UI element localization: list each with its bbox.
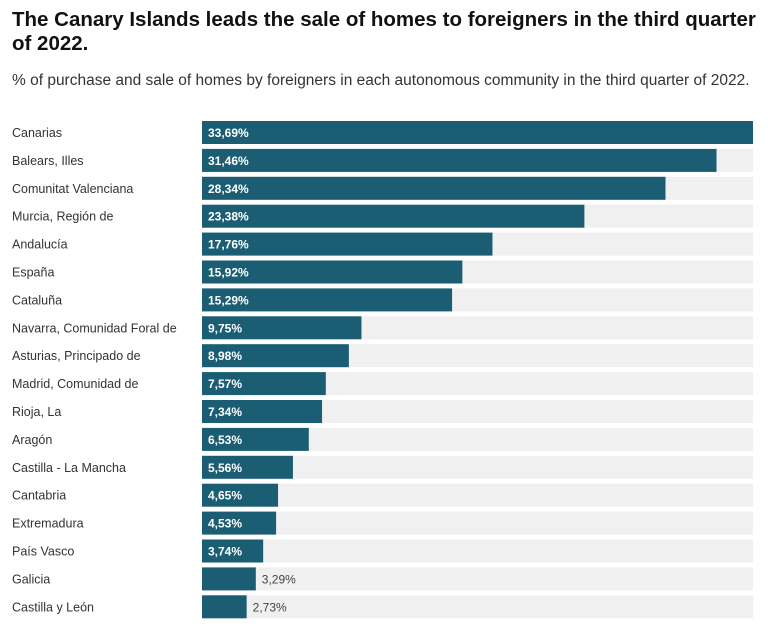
bar [202, 483, 279, 507]
bar-track [202, 595, 753, 619]
category-label: Comunitat Valenciana [12, 182, 133, 196]
chart-title: The Canary Islands leads the sale of hom… [12, 8, 756, 55]
value-label: 28,34% [208, 182, 249, 196]
bar [202, 204, 585, 228]
value-label: 7,57% [208, 377, 242, 391]
category-label: Galicia [12, 572, 50, 586]
value-label: 33,69% [208, 126, 249, 140]
value-label: 3,74% [208, 545, 242, 559]
value-label: 8,98% [208, 349, 242, 363]
value-label: 23,38% [208, 210, 249, 224]
chart-subtitle: % of purchase and sale of homes by forei… [12, 72, 750, 89]
value-label: 6,53% [208, 433, 242, 447]
category-label: Rioja, La [12, 405, 61, 419]
bar [202, 260, 463, 284]
bar-track [202, 483, 753, 507]
category-label: País Vasco [12, 545, 74, 559]
bar [202, 427, 309, 451]
category-label: Cataluña [12, 293, 62, 307]
value-label: 2,73% [253, 600, 287, 614]
bar [202, 511, 277, 535]
category-label: Navarra, Comunidad Foral de [12, 321, 177, 335]
value-label: 7,34% [208, 405, 242, 419]
bar [202, 567, 256, 591]
category-label: Cantabria [12, 489, 66, 503]
category-label: España [12, 266, 54, 280]
bar [202, 232, 493, 256]
category-label: Castilla - La Mancha [12, 461, 126, 475]
bar [202, 539, 264, 563]
bar-track [202, 539, 753, 563]
bar [202, 316, 362, 340]
bar [202, 121, 753, 144]
value-label: 4,53% [208, 517, 242, 531]
bar-track [202, 400, 753, 423]
bar-track [202, 511, 753, 535]
bar-chart: Canarias 33,69% Balears, Illes 31,46% Comuni… [12, 121, 753, 619]
value-label: 15,92% [208, 266, 249, 280]
value-label: 3,29% [262, 572, 296, 586]
bar [202, 400, 323, 423]
bar [202, 176, 666, 200]
bar-track [202, 427, 753, 451]
value-label: 5,56% [208, 461, 242, 475]
bar-track [202, 455, 753, 479]
bar [202, 148, 717, 172]
category-label: Canarias [12, 126, 62, 140]
category-label: Murcia, Región de [12, 210, 113, 224]
value-label: 17,76% [208, 238, 249, 252]
bar [202, 372, 326, 396]
category-label: Aragón [12, 433, 52, 447]
bar [202, 288, 453, 312]
category-label: Andalucía [12, 238, 68, 252]
category-label: Castilla y León [12, 600, 94, 614]
category-label: Madrid, Comunidad de [12, 377, 139, 391]
value-label: 9,75% [208, 321, 242, 335]
bar [202, 344, 349, 368]
bar-track [202, 567, 753, 591]
value-label: 15,29% [208, 293, 249, 307]
bar [202, 455, 293, 479]
value-label: 31,46% [208, 154, 249, 168]
bar [202, 595, 247, 619]
bar-track [202, 372, 753, 396]
category-label: Balears, Illes [12, 154, 84, 168]
category-label: Extremadura [12, 517, 84, 531]
value-label: 4,65% [208, 489, 242, 503]
category-label: Asturias, Principado de [12, 349, 141, 363]
